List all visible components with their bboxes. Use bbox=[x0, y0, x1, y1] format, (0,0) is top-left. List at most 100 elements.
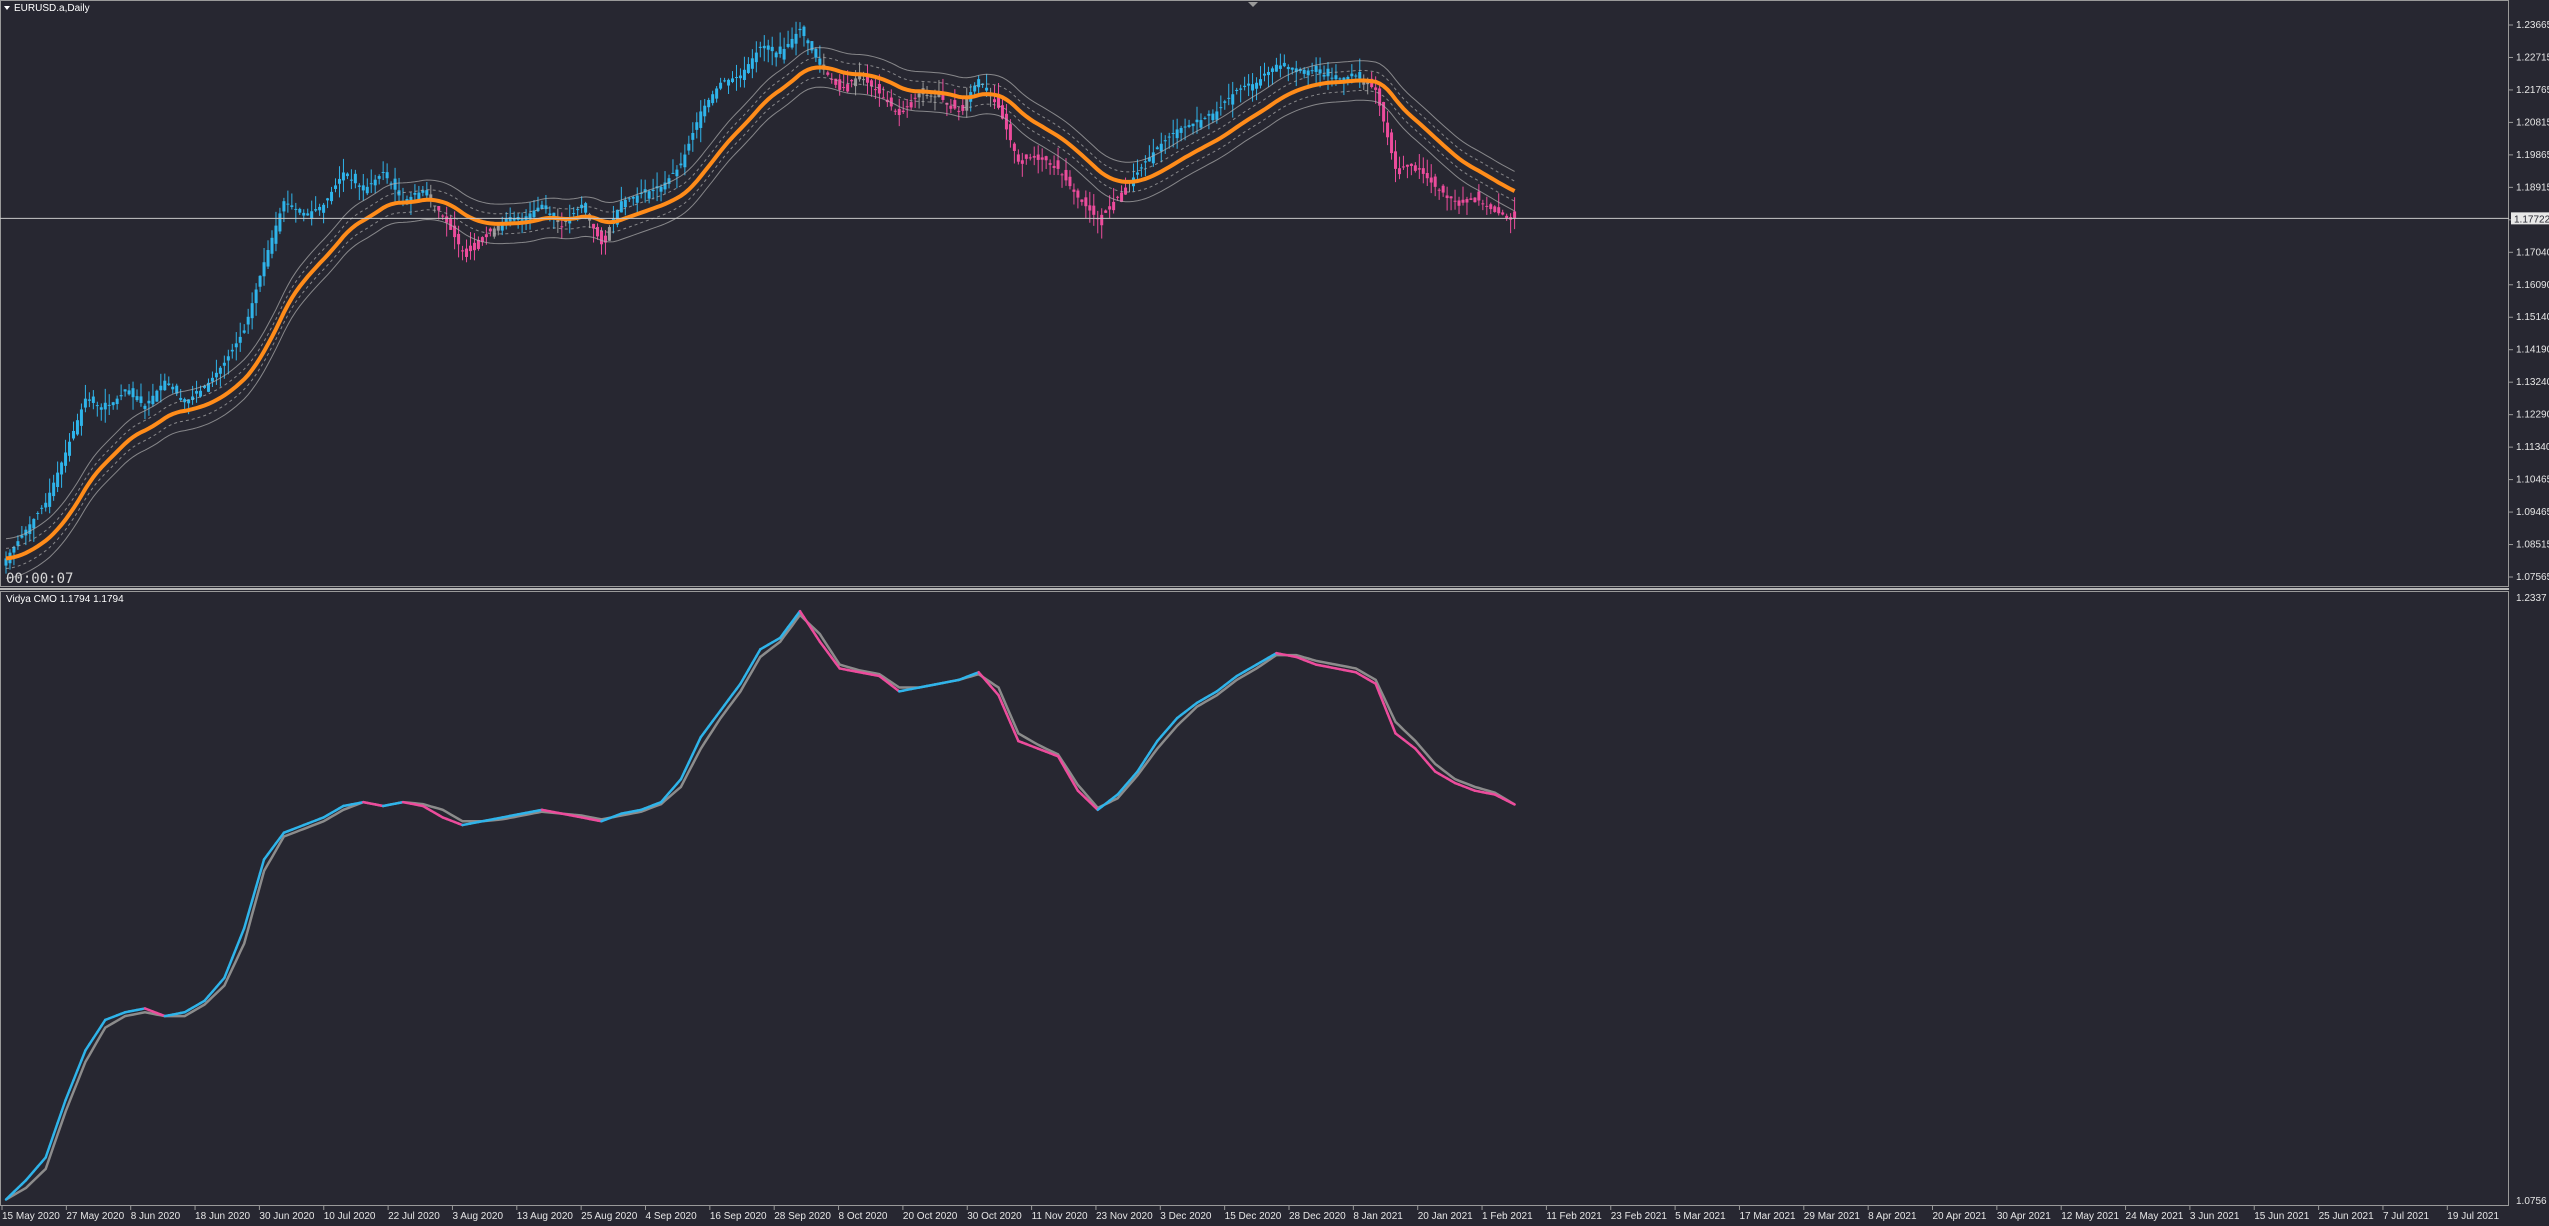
symbol-title: EURUSD.a,Daily bbox=[14, 3, 90, 14]
candle-body bbox=[111, 402, 115, 406]
candle-body bbox=[1501, 212, 1505, 215]
candle-body bbox=[433, 205, 437, 207]
candle-body bbox=[83, 398, 87, 408]
candle-body bbox=[1513, 211, 1517, 219]
candle-body bbox=[480, 237, 484, 243]
candle-body bbox=[44, 502, 48, 508]
candle-body bbox=[127, 390, 131, 395]
envelope-bands-layer bbox=[5, 47, 1515, 579]
candle-body bbox=[957, 110, 961, 112]
candle-body bbox=[949, 105, 953, 109]
candle-body bbox=[520, 219, 524, 221]
candle-body bbox=[1270, 68, 1274, 72]
window-menu-icon[interactable] bbox=[4, 6, 10, 10]
y-tick-label: 1.21765 bbox=[2516, 85, 2549, 96]
candle-body bbox=[778, 46, 782, 55]
current-price-label: 1.17722 bbox=[2514, 214, 2549, 225]
candle-body bbox=[909, 102, 913, 108]
candle-body bbox=[687, 143, 691, 151]
oscillator-segment bbox=[695, 735, 702, 747]
candle-body bbox=[206, 382, 210, 392]
candle-body bbox=[600, 230, 603, 245]
oscillator-segment bbox=[1386, 712, 1393, 725]
x-tick-label: 8 Oct 2020 bbox=[839, 1211, 888, 1222]
oscillator-segment bbox=[739, 675, 746, 685]
x-tick-label: 11 Nov 2020 bbox=[1032, 1211, 1088, 1222]
candle-body bbox=[913, 97, 917, 99]
candle-body bbox=[786, 43, 790, 47]
candle-body bbox=[1334, 75, 1338, 80]
candle-body bbox=[1183, 126, 1187, 128]
candle-body bbox=[1124, 187, 1128, 195]
candle-body bbox=[75, 420, 79, 435]
candle-body bbox=[393, 178, 397, 190]
candle-body bbox=[1421, 168, 1425, 174]
candle-body bbox=[1505, 215, 1509, 219]
x-tick-label: 15 Dec 2020 bbox=[1225, 1211, 1282, 1222]
candle-body bbox=[1155, 147, 1159, 150]
candle-body bbox=[12, 546, 16, 553]
candle-body bbox=[774, 52, 778, 58]
candle-body bbox=[865, 75, 869, 83]
candle-body bbox=[973, 85, 977, 92]
candle-body bbox=[997, 96, 1000, 108]
oscillator-segment bbox=[1056, 755, 1064, 765]
candle-body bbox=[1068, 176, 1072, 187]
candle-body bbox=[500, 222, 504, 231]
oscillator-layer bbox=[4, 609, 1516, 1201]
oscillator-segment bbox=[258, 858, 266, 875]
oscillator-segment bbox=[679, 769, 687, 781]
oscillator-segment bbox=[1013, 730, 1020, 743]
candle-body bbox=[167, 383, 171, 386]
candle-body bbox=[1282, 62, 1286, 67]
candle-body bbox=[560, 226, 564, 228]
candle-body bbox=[889, 97, 893, 107]
candle-body bbox=[1048, 163, 1052, 165]
candle-body bbox=[115, 398, 119, 405]
candle-body bbox=[1215, 111, 1219, 120]
candle-body bbox=[64, 452, 68, 466]
candle-body bbox=[95, 405, 99, 407]
candle-body bbox=[468, 245, 472, 252]
candle-body bbox=[238, 336, 242, 343]
candle-body bbox=[1163, 140, 1167, 142]
oscillator-segment bbox=[683, 761, 691, 773]
candle-body bbox=[869, 80, 873, 87]
candle-body bbox=[1489, 204, 1493, 210]
candle-body bbox=[691, 132, 695, 140]
candle-body bbox=[627, 198, 631, 200]
candle-body bbox=[461, 250, 465, 252]
y-tick-label: 1.10465 bbox=[2516, 475, 2549, 486]
candle-body bbox=[512, 218, 516, 221]
candle-body bbox=[1449, 196, 1453, 199]
main-pane-frame bbox=[0, 0, 2509, 587]
candle-body bbox=[564, 220, 568, 223]
candle-body bbox=[524, 216, 528, 225]
x-tick-label: 8 Jan 2021 bbox=[1353, 1211, 1403, 1222]
candle-body bbox=[1147, 157, 1151, 162]
candle-body bbox=[488, 228, 492, 232]
candle-body bbox=[901, 110, 905, 113]
candle-body bbox=[234, 343, 238, 348]
candle-body bbox=[850, 80, 854, 82]
candle-body bbox=[734, 76, 738, 78]
candle-body bbox=[1159, 143, 1163, 152]
candle-body bbox=[1052, 166, 1056, 168]
candle-body bbox=[1108, 206, 1112, 210]
candle-body bbox=[651, 189, 655, 192]
oscillator-segment bbox=[691, 744, 699, 756]
shift-marker-icon[interactable] bbox=[1248, 2, 1258, 7]
candle-body bbox=[472, 242, 476, 251]
oscillator-segment bbox=[242, 913, 250, 930]
candle-body bbox=[1457, 200, 1461, 206]
candle-body bbox=[1473, 197, 1477, 203]
candle-body bbox=[814, 48, 818, 58]
candle-body bbox=[32, 518, 36, 529]
x-tick-label: 15 May 2020 bbox=[2, 1211, 60, 1222]
candle-body bbox=[457, 233, 461, 245]
candle-body bbox=[123, 389, 127, 392]
oscillator-segment bbox=[246, 899, 254, 916]
x-tick-label: 20 Jan 2021 bbox=[1418, 1211, 1473, 1222]
candle-body bbox=[1374, 87, 1378, 90]
